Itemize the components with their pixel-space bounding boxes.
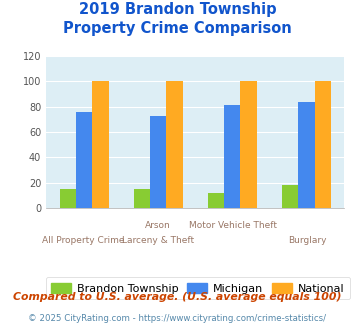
Text: Burglary: Burglary: [288, 236, 326, 245]
Bar: [60, 189, 76, 208]
Text: 2019 Brandon Township: 2019 Brandon Township: [79, 2, 276, 16]
Bar: [92, 82, 109, 208]
Text: Arson: Arson: [145, 221, 171, 230]
Text: Motor Vehicle Theft: Motor Vehicle Theft: [189, 221, 277, 230]
Bar: [76, 112, 92, 208]
Bar: [282, 185, 298, 208]
Text: All Property Crime: All Property Crime: [42, 236, 125, 245]
Legend: Brandon Township, Michigan, National: Brandon Township, Michigan, National: [46, 277, 350, 299]
Bar: [150, 115, 166, 208]
Text: Property Crime Comparison: Property Crime Comparison: [63, 21, 292, 36]
Text: Larceny & Theft: Larceny & Theft: [122, 236, 194, 245]
Bar: [298, 102, 315, 208]
Bar: [166, 82, 183, 208]
Text: Compared to U.S. average. (U.S. average equals 100): Compared to U.S. average. (U.S. average …: [13, 292, 342, 302]
Bar: [134, 189, 150, 208]
Bar: [224, 105, 240, 208]
Bar: [315, 82, 331, 208]
Text: © 2025 CityRating.com - https://www.cityrating.com/crime-statistics/: © 2025 CityRating.com - https://www.city…: [28, 314, 327, 323]
Bar: [240, 82, 257, 208]
Bar: [208, 193, 224, 208]
